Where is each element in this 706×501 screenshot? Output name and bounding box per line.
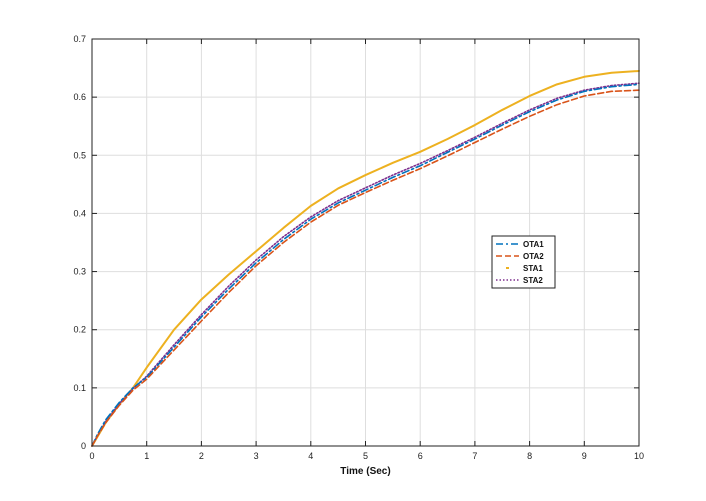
x-tick-label: 7 [472,451,477,461]
x-tick-label: 0 [89,451,94,461]
series-layer [91,69,640,447]
x-tick-label: 6 [418,451,423,461]
axis-ticks: 0 1 2 3 4 5 6 7 8 9 10 0 0.1 0.2 0.3 0.4 0.5 0.6 0.7 [73,34,644,461]
y-tick-label: 0.3 [73,267,86,277]
legend-label-ota2: OTA2 [523,252,544,261]
y-tick-label: 0.5 [73,150,86,160]
y-tick-label: 0.4 [73,208,86,218]
y-tick-label: 0.1 [73,383,86,393]
y-tick-label: 0 [81,441,86,451]
series-line-ota1 [91,83,640,447]
x-tick-label: 2 [199,451,204,461]
legend-label-sta1: STA1 [523,264,543,273]
y-tick-label: 0.6 [73,92,86,102]
x-tick-label: 5 [363,451,368,461]
x-tick-label: 8 [527,451,532,461]
x-tick-label: 10 [634,451,644,461]
x-axis-title: Time (Sec) [340,466,390,477]
x-tick-label: 9 [582,451,587,461]
series-line-ota2 [91,89,640,447]
y-tick-label: 0.7 [73,34,86,44]
legend-label-sta2: STA2 [523,276,543,285]
series-line-sta2 [91,82,640,447]
legend-label-ota1: OTA1 [523,240,544,249]
legend: OTA1 OTA2 STA1 STA2 [491,235,556,289]
x-tick-label: 4 [308,451,313,461]
x-tick-label: 1 [144,451,149,461]
y-tick-label: 0.2 [73,325,86,335]
x-tick-label: 3 [254,451,259,461]
